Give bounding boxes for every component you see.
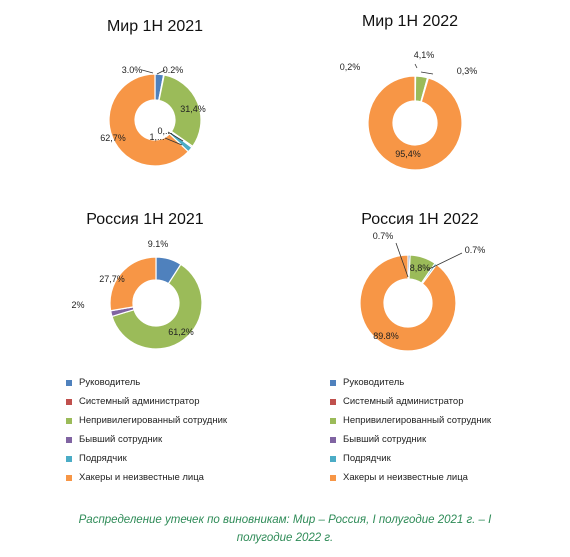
- data-label-sysadmin: 0.2%: [163, 65, 184, 75]
- leader-line: [164, 137, 183, 146]
- leader-line: [156, 69, 166, 75]
- legend-item-hackers: Хакеры и неизвестные лица: [330, 468, 491, 487]
- legend-label: Подрядчик: [343, 453, 391, 464]
- leader-line: [395, 242, 409, 278]
- legend-swatch: [66, 436, 72, 443]
- donut-world-2022: 0,2% 4,1% 0,3% 95,4%: [340, 50, 478, 171]
- legend-label: Бывший сотрудник: [79, 434, 163, 445]
- figure-caption: Распределение утечек по виновникам: Мир …: [0, 511, 570, 547]
- leader-line: [167, 131, 184, 142]
- data-label-former: 0,...: [157, 126, 172, 136]
- legend-swatch: [330, 455, 336, 462]
- legend-label: Подрядчик: [79, 453, 127, 464]
- legend-label: Хакеры и неизвестные лица: [79, 472, 204, 483]
- leader-line: [141, 69, 154, 74]
- legend-label: Бывший сотрудник: [343, 434, 427, 445]
- caption-line-2: полугодие 2022 г.: [236, 532, 334, 544]
- legend-swatch: [66, 417, 72, 424]
- data-label-former: 2%: [71, 300, 84, 310]
- legend-label: Руководитель: [79, 377, 141, 388]
- legend-swatch: [330, 436, 336, 443]
- chart-russia-2022: Россия 1Н 2022 0.7% 8,8% 0.7% 89.8%: [330, 205, 510, 365]
- data-label-manager: 0.7%: [373, 231, 394, 241]
- legend-swatch: [330, 417, 336, 424]
- slice-hackers: [367, 75, 463, 171]
- legend-left: Руководитель Системный администратор Непри…: [66, 373, 227, 487]
- slice-hackers: [108, 73, 190, 167]
- chart-world-2022: Мир 1Н 2022 0,2% 4,1% 0,3% 95,4%: [335, 5, 485, 180]
- legend-item-sysadmin: Системный администратор: [330, 392, 491, 411]
- data-label-employee: 4,1%: [414, 50, 435, 60]
- chart-russia-2021: Россия 1H 2021 9.1% 61,2% 2% 27,7%: [60, 205, 230, 365]
- legend-item-manager: Руководитель: [66, 373, 227, 392]
- caption-line-1: Распределение утечек по виновникам: Мир …: [78, 514, 492, 526]
- legend-swatch: [66, 455, 72, 462]
- slice-employee: [111, 263, 203, 350]
- data-label-hackers: 27,7%: [99, 274, 125, 284]
- legend-swatch: [330, 474, 336, 481]
- slice-employee: [158, 74, 202, 148]
- legend-label: Непривилегированный сотрудник: [79, 415, 228, 426]
- data-label-hackers: 89.8%: [373, 331, 399, 341]
- chart-title: Россия 1Н 2022: [361, 211, 479, 228]
- chart-title: Мир 1Н 2022: [361, 13, 459, 30]
- donut-russia-2021: 9.1% 61,2% 2% 27,7%: [71, 239, 203, 350]
- legend-label: Системный администратор: [79, 396, 200, 407]
- legend-item-contractor: Подрядчик: [330, 449, 491, 468]
- data-label-hackers: 62,7%: [100, 133, 126, 143]
- legend-swatch: [330, 398, 336, 405]
- legend-swatch: [66, 398, 72, 405]
- data-label-employee: 61,2%: [168, 327, 194, 337]
- donut-russia-2022: 0.7% 8,8% 0.7% 89.8%: [359, 231, 486, 352]
- legend-item-employee: Непривилегированный сотрудник: [330, 411, 491, 430]
- donut-world-2021: 3.0% 0.2% 31,4% 0,...1,... 62,7%: [100, 65, 206, 167]
- data-label-hackers: 95,4%: [395, 149, 421, 159]
- leader-line: [420, 71, 434, 75]
- data-label-manager: 3.0%: [122, 65, 143, 75]
- chart-title: Мир 1H 2021: [106, 18, 204, 35]
- legend-item-hackers: Хакеры и неизвестные лица: [66, 468, 227, 487]
- data-label-employee: 8,8%: [410, 263, 431, 273]
- leader-line: [414, 63, 418, 69]
- data-label-manager: 0,2%: [340, 62, 361, 72]
- legend-item-former: Бывший сотрудник: [66, 430, 227, 449]
- legend-label: Системный администратор: [343, 396, 464, 407]
- data-label-employee: 31,4%: [180, 104, 206, 114]
- legend-item-employee: Непривилегированный сотрудник: [66, 411, 227, 430]
- data-label-manager: 9.1%: [148, 239, 169, 249]
- chart-world-2021: Мир 1H 2021 3.0% 0.2% 31,4% 0,... 1,... 62,7%: [85, 10, 225, 180]
- legend-right: Руководитель Системный администратор Непри…: [330, 373, 491, 487]
- chart-title: Россия 1H 2021: [86, 211, 204, 228]
- slice-hackers: [109, 256, 157, 312]
- legend-swatch: [330, 379, 336, 386]
- data-label-contractor: 0,3%: [457, 66, 478, 76]
- legend-swatch: [66, 379, 72, 386]
- legend-swatch: [66, 474, 72, 481]
- data-label-contractor: 0.7%: [465, 245, 486, 255]
- legend-item-manager: Руководитель: [330, 373, 491, 392]
- legend-item-sysadmin: Системный администратор: [66, 392, 227, 411]
- legend-label: Руководитель: [343, 377, 405, 388]
- legend-label: Непривилегированный сотрудник: [343, 415, 492, 426]
- legend-item-former: Бывший сотрудник: [330, 430, 491, 449]
- legend-item-contractor: Подрядчик: [66, 449, 227, 468]
- slice-hackers: [359, 254, 457, 352]
- data-label-contractor: 1,...: [149, 132, 164, 142]
- leader-line: [426, 252, 463, 271]
- legend-label: Хакеры и неизвестные лица: [343, 472, 468, 483]
